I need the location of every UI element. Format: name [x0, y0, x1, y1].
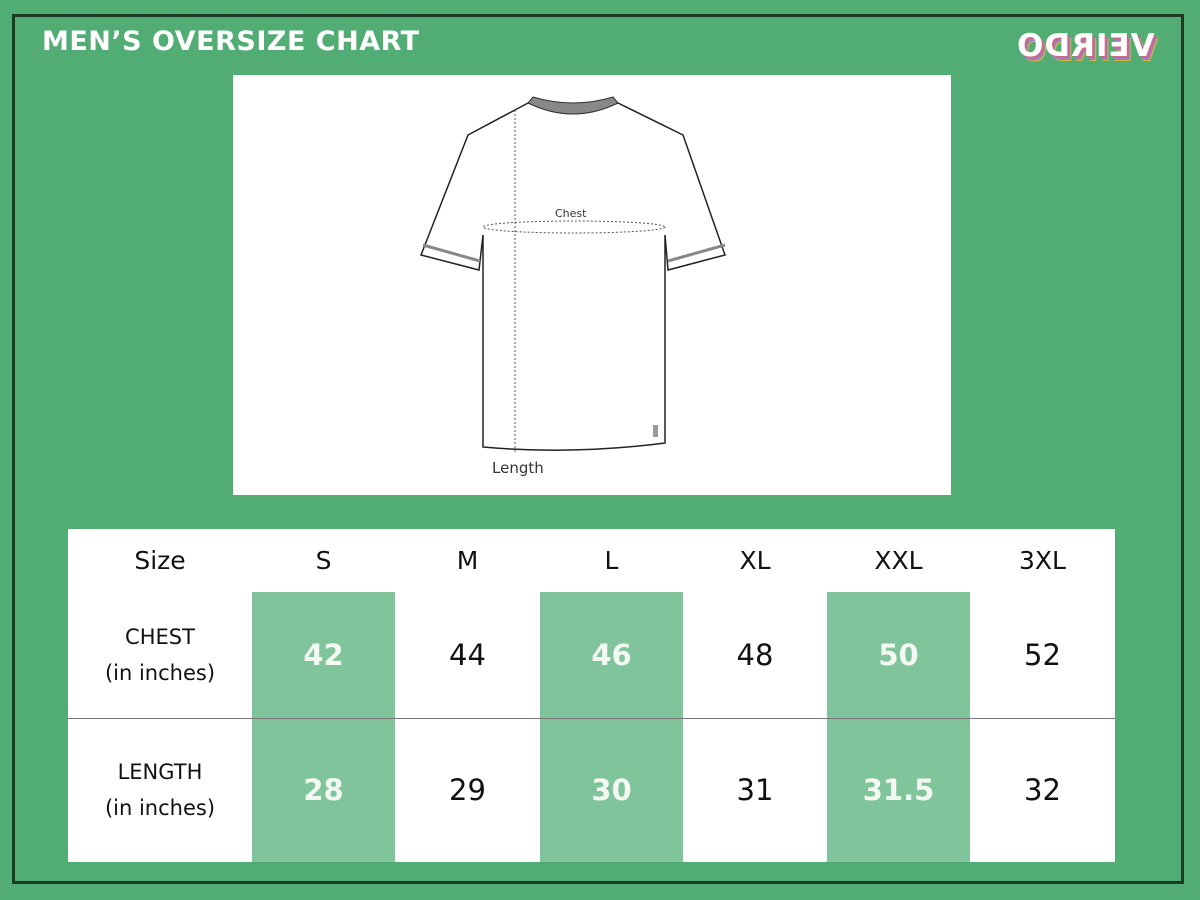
border-frame [12, 14, 1184, 884]
table-cell: 31.5 [827, 718, 970, 862]
row-label-name: LENGTH [117, 760, 203, 784]
row-label-unit: (in inches) [104, 796, 216, 820]
header-size-xl: XL [739, 546, 771, 575]
tshirt-drawing [419, 96, 726, 453]
tshirt-illustration: Chest Length [233, 75, 951, 495]
length-label: Length [492, 459, 544, 477]
header-size-3xl: 3XL [1019, 546, 1066, 575]
table-cell: 42 [252, 592, 395, 718]
header-size-s: S [315, 546, 332, 575]
brand-logo: VEIRDO [1016, 28, 1166, 68]
table-cell: 44 [449, 638, 486, 672]
table-cell: 30 [540, 718, 683, 862]
table-cell: 28 [252, 718, 395, 862]
table-cell: 50 [827, 592, 970, 718]
table-cell: 31 [736, 773, 774, 807]
table-cell: 52 [1024, 638, 1061, 672]
row-label-name: CHEST [125, 625, 195, 649]
table-cell: 29 [449, 773, 486, 807]
row-label-chest: CHEST (in inches) [68, 592, 252, 718]
chest-label: Chest [555, 207, 587, 220]
header-size-l: L [604, 546, 619, 575]
logo-text: VEIRDO [1016, 28, 1155, 64]
table-cell: 32 [1024, 773, 1061, 807]
size-table: Size S M L XL XXL 3XL CHEST (in inches) 42 44 46 48… [68, 529, 1115, 862]
row-divider [68, 718, 1115, 719]
table-cell: 48 [736, 638, 774, 672]
header-size-label: Size [134, 546, 186, 575]
chart-title: MEN’S OVERSIZE CHART [42, 26, 420, 57]
row-label-unit: (in inches) [104, 661, 216, 685]
row-label-length: LENGTH (in inches) [68, 718, 252, 862]
table-cell: 46 [540, 592, 683, 718]
header-size-xxl: XXL [874, 546, 923, 575]
header-size-m: M [456, 546, 479, 575]
